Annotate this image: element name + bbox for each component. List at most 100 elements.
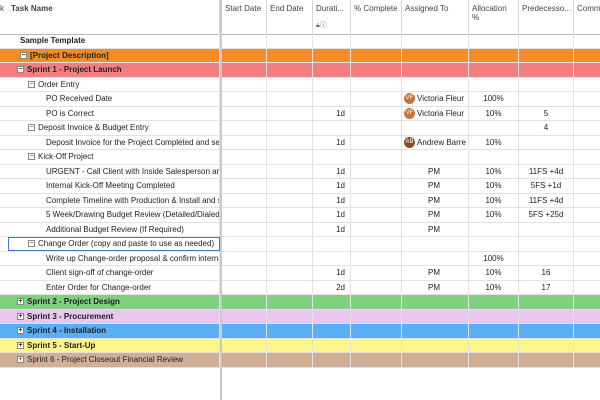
row-handle[interactable] <box>0 78 8 92</box>
assigned-to-cell[interactable] <box>402 295 469 309</box>
table-row[interactable]: − Change Order (copy and paste to use as … <box>0 237 600 252</box>
collapse-icon[interactable]: − <box>20 51 27 59</box>
start-date-cell[interactable] <box>222 266 267 280</box>
row-handle[interactable] <box>0 34 8 48</box>
percent-complete-cell[interactable] <box>351 106 402 120</box>
task-name-cell[interactable]: − Sprint 1 - Project Launch <box>8 63 220 77</box>
predecessors-cell[interactable] <box>519 295 574 309</box>
percent-complete-cell[interactable] <box>351 324 402 338</box>
col-end-date[interactable]: End Date <box>267 0 313 34</box>
predecessors-cell[interactable]: 5 <box>519 106 574 120</box>
start-date-cell[interactable] <box>222 63 267 77</box>
start-date-cell[interactable] <box>222 121 267 135</box>
comments-cell[interactable] <box>574 339 600 353</box>
allocation-cell[interactable] <box>469 222 519 236</box>
start-date-cell[interactable] <box>222 353 267 367</box>
end-date-cell[interactable] <box>267 237 313 251</box>
end-date-cell[interactable] <box>267 63 313 77</box>
table-row[interactable]: − Sprint 1 - Project Launch <box>0 63 600 78</box>
start-date-cell[interactable] <box>222 164 267 178</box>
predecessors-cell[interactable]: 16 <box>519 266 574 280</box>
duration-cell[interactable] <box>313 121 351 135</box>
allocation-cell[interactable]: 10% <box>469 106 519 120</box>
comments-cell[interactable] <box>574 310 600 324</box>
row-handle[interactable] <box>0 49 8 63</box>
duration-cell[interactable] <box>313 309 351 323</box>
start-date-cell[interactable] <box>222 92 267 106</box>
allocation-cell[interactable]: 10% <box>469 164 519 178</box>
row-handle[interactable] <box>0 107 8 121</box>
assigned-to-cell[interactable]: VF Victoria Fleur <box>402 106 469 120</box>
percent-complete-cell[interactable] <box>351 92 402 106</box>
task-name-cell[interactable]: URGENT - Call Client with Inside Salespe… <box>8 164 220 178</box>
allocation-cell[interactable] <box>469 353 519 367</box>
percent-complete-cell[interactable] <box>351 135 402 149</box>
predecessors-cell[interactable]: 17 <box>519 280 574 294</box>
row-handle[interactable] <box>0 339 8 353</box>
end-date-cell[interactable] <box>267 48 313 62</box>
allocation-cell[interactable] <box>469 63 519 77</box>
duration-cell[interactable]: 1d <box>313 222 351 236</box>
col-allocation[interactable]: Allocation % <box>469 0 519 34</box>
percent-complete-cell[interactable] <box>351 179 402 193</box>
collapse-icon[interactable]: − <box>28 80 35 88</box>
end-date-cell[interactable] <box>267 135 313 149</box>
row-handle[interactable] <box>0 266 8 280</box>
allocation-cell[interactable]: 10% <box>469 208 519 222</box>
comments-cell[interactable] <box>574 63 600 77</box>
start-date-cell[interactable] <box>222 237 267 251</box>
table-row[interactable]: Sample Template <box>0 34 600 49</box>
task-name-cell[interactable]: − [Project Description] <box>8 48 220 62</box>
comments-cell[interactable] <box>574 49 600 63</box>
assigned-to-cell[interactable]: VF Victoria Fleur <box>402 92 469 106</box>
allocation-cell[interactable] <box>469 150 519 164</box>
expand-icon[interactable]: + <box>17 327 24 335</box>
assigned-to-cell[interactable] <box>402 63 469 77</box>
start-date-cell[interactable] <box>222 150 267 164</box>
percent-complete-cell[interactable] <box>351 34 402 48</box>
task-name-cell[interactable]: + Sprint 3 - Procurement <box>8 309 220 323</box>
end-date-cell[interactable] <box>267 251 313 265</box>
allocation-cell[interactable]: 100% <box>469 92 519 106</box>
allocation-cell[interactable]: 10% <box>469 193 519 207</box>
col-comments[interactable]: Comm <box>577 4 600 13</box>
collapse-icon[interactable]: − <box>28 240 35 248</box>
predecessors-cell[interactable] <box>519 338 574 352</box>
predecessors-cell[interactable] <box>519 77 574 91</box>
table-row[interactable]: Client sign-off of change-order 1d PM 10% 16 <box>0 266 600 281</box>
comments-cell[interactable] <box>574 136 600 150</box>
collapse-icon[interactable]: − <box>28 124 35 132</box>
predecessors-cell[interactable] <box>519 222 574 236</box>
end-date-cell[interactable] <box>267 208 313 222</box>
allocation-cell[interactable]: 10% <box>469 266 519 280</box>
predecessors-cell[interactable] <box>519 63 574 77</box>
duration-cell[interactable] <box>313 48 351 62</box>
table-row[interactable]: Write up Change-order proposal & confirm… <box>0 251 600 266</box>
col-assigned-to[interactable]: Assigned To <box>402 0 469 34</box>
comments-cell[interactable] <box>574 107 600 121</box>
assigned-to-cell[interactable]: AB Andrew Barre <box>402 135 469 149</box>
predecessors-cell[interactable]: 11FS +4d <box>519 164 574 178</box>
duration-cell[interactable] <box>313 237 351 251</box>
assigned-to-cell[interactable] <box>402 150 469 164</box>
table-row[interactable]: Enter Order for Change-order 2d PM 10% 17 <box>0 280 600 295</box>
end-date-cell[interactable] <box>267 34 313 48</box>
comments-cell[interactable] <box>574 150 600 164</box>
task-name-cell[interactable]: PO Received Date <box>8 92 220 106</box>
duration-cell[interactable]: 1d <box>313 164 351 178</box>
table-row[interactable]: − Deposit Invoice & Budget Entry 4 <box>0 121 600 136</box>
duration-cell[interactable] <box>313 34 351 48</box>
start-date-cell[interactable] <box>222 179 267 193</box>
percent-complete-cell[interactable] <box>351 237 402 251</box>
start-date-cell[interactable] <box>222 251 267 265</box>
start-date-cell[interactable] <box>222 135 267 149</box>
row-handle[interactable] <box>0 194 8 208</box>
end-date-cell[interactable] <box>267 338 313 352</box>
table-row[interactable]: Internal Kick-Off Meeting Completed 1d PM 1… <box>0 179 600 194</box>
task-name-cell[interactable]: Write up Change-order proposal & confirm… <box>8 251 220 265</box>
percent-complete-cell[interactable] <box>351 295 402 309</box>
end-date-cell[interactable] <box>267 266 313 280</box>
predecessors-cell[interactable]: 5FS +1d <box>519 179 574 193</box>
expand-icon[interactable]: + <box>17 341 24 349</box>
table-row[interactable]: 5 Week/Drawing Budget Review (Detailed/D… <box>0 208 600 223</box>
